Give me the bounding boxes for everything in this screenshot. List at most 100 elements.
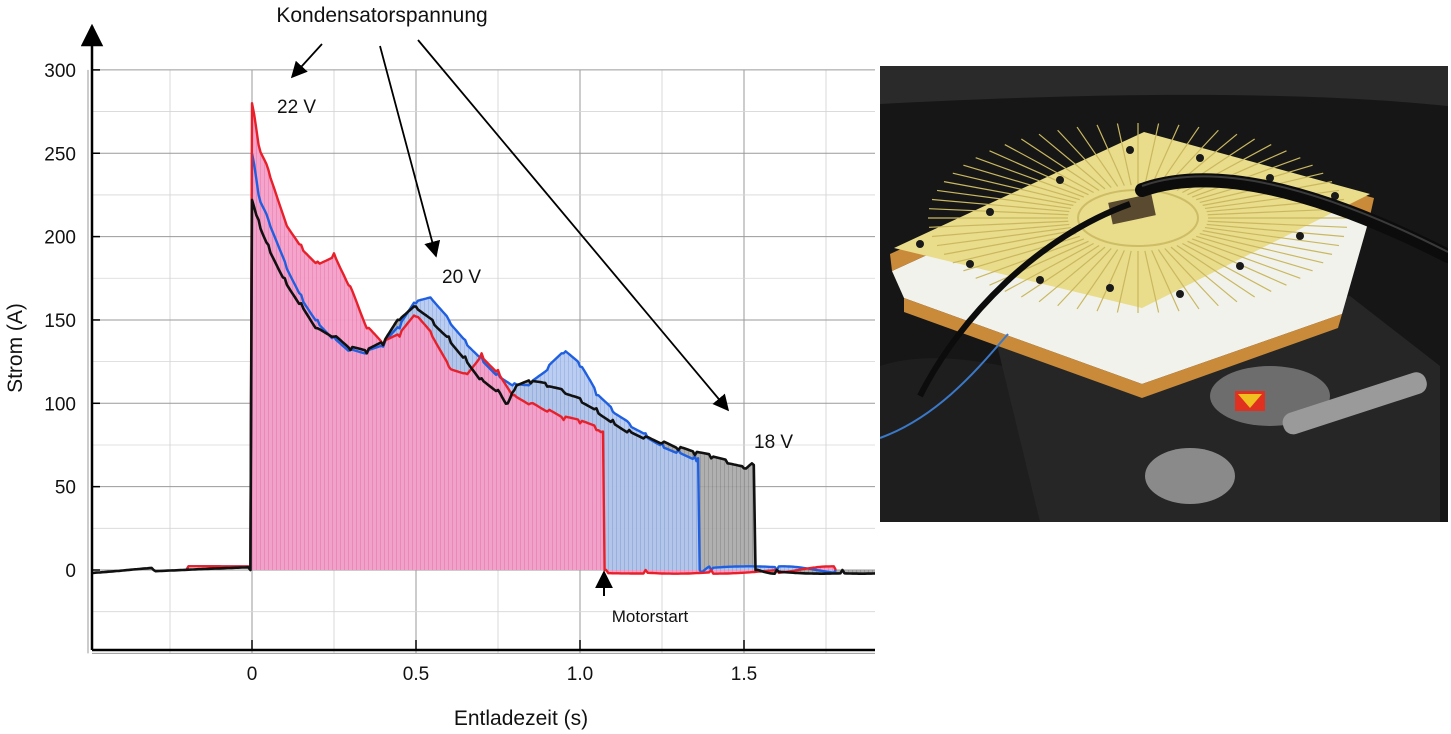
series-areas — [252, 103, 875, 574]
module-fin — [943, 230, 1074, 255]
module-screw — [1296, 232, 1304, 240]
module-fin — [1116, 123, 1132, 186]
label-20v: 20 V — [442, 267, 481, 288]
module-screw — [916, 240, 924, 248]
module-fin — [989, 150, 1089, 196]
label-18v: 18 V — [754, 432, 793, 453]
x-tick-label-0: 0 — [247, 664, 258, 685]
module-fin — [1096, 124, 1125, 186]
module-fin — [1196, 235, 1313, 272]
main-cable-highlight — [1141, 175, 1448, 253]
module-fin — [1144, 123, 1160, 186]
y-tick-label-1: 50 — [55, 478, 76, 499]
module-fin — [1038, 246, 1106, 303]
x-tick-label-1: 0.5 — [403, 664, 429, 685]
module-fin — [1182, 242, 1272, 292]
module-fin — [989, 240, 1089, 286]
module-fin — [1038, 133, 1106, 190]
module-fin — [1164, 248, 1219, 307]
module-fin — [1157, 126, 1200, 187]
module-fin — [1187, 150, 1287, 196]
module-fin — [1151, 124, 1180, 186]
series-area-22v — [252, 103, 836, 574]
y-tick-label-5: 250 — [44, 144, 76, 165]
x-axis-label: Entladezeit (s) — [454, 707, 588, 730]
y-tick-label-0: 0 — [65, 561, 76, 582]
module-fin — [1076, 126, 1119, 187]
label-motorstart: Motorstart — [612, 607, 689, 626]
x-tick-label-2: 1.0 — [567, 664, 593, 685]
module-fin — [1057, 248, 1112, 307]
y-tick-label-3: 150 — [44, 311, 76, 332]
module-fin — [1204, 226, 1340, 247]
engine-throttle-body — [1145, 448, 1235, 504]
module-fin — [931, 198, 1070, 213]
module-fin — [1202, 230, 1333, 255]
module-fin — [952, 232, 1077, 264]
module-fin — [1187, 240, 1287, 286]
module-fin — [1076, 249, 1119, 310]
module-fin — [1207, 220, 1348, 228]
module-fin — [928, 220, 1069, 228]
module-screw — [986, 208, 994, 216]
label-22v: 22 V — [277, 97, 316, 118]
module-screw — [1236, 262, 1244, 270]
module-fin — [963, 164, 1080, 201]
module-fin — [1057, 129, 1112, 188]
series-line-18v — [92, 198, 875, 576]
module-fin — [931, 223, 1070, 238]
module-fin — [1096, 250, 1125, 312]
module-fin — [1176, 244, 1256, 298]
y-tick-label-4: 200 — [44, 228, 76, 249]
module-fin — [1170, 246, 1238, 303]
engine-hood-edge — [880, 66, 1448, 106]
module-fin — [936, 189, 1072, 210]
arrow-to-22v — [290, 43, 323, 79]
sticker-yellow — [1238, 394, 1262, 408]
module-screw — [1056, 176, 1064, 184]
module-fin — [1020, 244, 1100, 298]
module-screw — [1196, 154, 1204, 162]
module-screw — [1176, 290, 1184, 298]
module-screw — [1106, 284, 1114, 292]
module-fin — [928, 208, 1069, 216]
main-cable — [1135, 173, 1448, 263]
y-axis-label: Strom (A) — [4, 303, 27, 393]
module-fin — [1199, 232, 1324, 264]
module-fin — [936, 226, 1072, 247]
module-screw — [1126, 146, 1134, 154]
module-screw — [1266, 174, 1274, 182]
module-fin — [1004, 242, 1094, 292]
engine-pipe — [1282, 372, 1427, 435]
module-screw — [966, 260, 974, 268]
axes — [80, 23, 875, 652]
module-terminal — [1108, 193, 1156, 225]
module-fin — [1116, 250, 1132, 313]
module-screw — [1331, 192, 1339, 200]
y-tick-label-2: 100 — [44, 394, 76, 415]
module-fin — [975, 157, 1085, 198]
module-screws — [916, 146, 1339, 298]
thin-cable — [917, 201, 1132, 398]
tick-labels: 00.51.01.52.0050100150200250300 — [44, 61, 757, 685]
module-fin — [1004, 144, 1094, 194]
annotation-kondensatorspannung: Kondensatorspannung — [276, 4, 487, 27]
module-rim-bottom — [904, 298, 1342, 398]
module-fin — [952, 172, 1077, 204]
arrow-to-20v — [379, 45, 441, 258]
module-screw — [1036, 276, 1044, 284]
module-fin — [1191, 238, 1301, 279]
x-tick-label-3: 1.5 — [731, 664, 757, 685]
blue-wire — [880, 333, 1009, 439]
series-line-20v — [185, 152, 837, 574]
arrow-to-18v — [417, 39, 730, 412]
module-fin — [1020, 138, 1100, 192]
y-tick-label-6: 300 — [44, 61, 76, 82]
series-lines — [92, 101, 875, 576]
module-fin — [1144, 250, 1160, 313]
module-fin — [1151, 250, 1180, 312]
module-fin — [943, 181, 1074, 206]
engine-capacitor-photo — [880, 66, 1448, 522]
discharge-current-chart: 00.51.01.52.0050100150200250300 Entladez… — [4, 4, 875, 730]
module-fin — [1206, 223, 1345, 238]
